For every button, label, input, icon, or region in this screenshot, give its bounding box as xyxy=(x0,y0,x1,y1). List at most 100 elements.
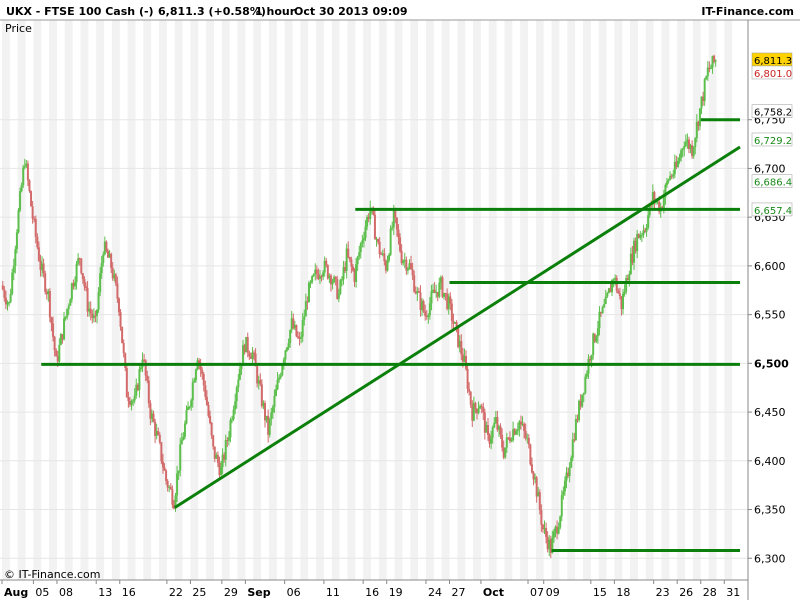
candle-body xyxy=(113,274,116,279)
candle-body xyxy=(606,293,609,297)
candle-body xyxy=(97,292,100,310)
candle-body xyxy=(36,236,39,248)
day-band xyxy=(17,20,26,580)
panel-label: Price xyxy=(5,22,32,35)
candle-body xyxy=(620,296,623,310)
candle-body xyxy=(135,384,138,396)
candle-body xyxy=(303,316,306,320)
candle-body xyxy=(237,379,240,388)
candle-body xyxy=(242,345,245,366)
day-band xyxy=(347,20,356,580)
candle-body xyxy=(356,256,359,265)
candle-body xyxy=(160,442,163,462)
candle-body xyxy=(694,138,697,148)
quote-text: 6,811.3 (+0.58%) xyxy=(158,5,266,18)
candle-body xyxy=(372,207,375,215)
candle-body xyxy=(281,365,284,376)
day-band xyxy=(174,20,183,580)
y-axis: 6,3006,3506,4006,4506,5006,5506,6006,650… xyxy=(748,114,789,565)
candle-body xyxy=(328,275,331,279)
candle-body xyxy=(282,359,285,366)
day-band xyxy=(661,20,670,580)
candle-body xyxy=(642,230,645,235)
candle-body xyxy=(408,263,411,269)
candle-body xyxy=(529,444,532,465)
candle-body xyxy=(532,472,535,480)
candle-body xyxy=(309,282,312,284)
candle-body xyxy=(554,526,557,532)
candle-body xyxy=(499,426,502,435)
candle-body xyxy=(268,419,271,435)
candle-body xyxy=(615,277,618,291)
candle-body xyxy=(579,400,582,407)
candle-body xyxy=(504,447,507,458)
candle-body xyxy=(342,267,345,280)
candle-body xyxy=(260,384,263,407)
candle-body xyxy=(447,296,450,309)
candle-body xyxy=(227,437,230,441)
candle-body xyxy=(488,435,491,444)
candle-body xyxy=(334,276,337,280)
candle-body xyxy=(278,377,281,380)
candle-body xyxy=(61,334,64,340)
candle-body xyxy=(486,425,489,436)
candle-body xyxy=(560,495,563,517)
day-band xyxy=(300,20,309,580)
candle-body xyxy=(633,240,636,263)
candle-body xyxy=(213,446,216,459)
candle-body xyxy=(386,260,389,271)
candle-body xyxy=(154,421,157,436)
candle-body xyxy=(158,434,161,443)
candle-body xyxy=(204,385,207,397)
candle-body xyxy=(534,477,537,480)
candle-body xyxy=(25,163,28,167)
x-tick-label: 06 xyxy=(287,586,301,599)
candle-body xyxy=(1,285,4,290)
candle-body xyxy=(438,282,441,297)
candle-body xyxy=(373,214,376,240)
candle-body xyxy=(640,234,643,236)
candle-body xyxy=(571,439,574,458)
candle-body xyxy=(287,343,290,348)
candle-body xyxy=(698,108,701,127)
candle-body xyxy=(507,437,510,439)
candle-body xyxy=(128,401,131,405)
candle-body xyxy=(510,439,513,442)
candle-body xyxy=(157,431,160,435)
day-band xyxy=(237,20,246,580)
candle-body xyxy=(171,489,174,505)
candle-body xyxy=(80,258,83,274)
candle-body xyxy=(229,420,232,438)
candle-body xyxy=(673,161,676,175)
candle-body xyxy=(165,470,168,481)
candle-body xyxy=(67,305,70,309)
candle-body xyxy=(399,237,402,251)
candle-body xyxy=(454,322,457,324)
candle-body xyxy=(686,139,689,143)
candle-body xyxy=(700,96,703,109)
candle-body xyxy=(501,434,504,448)
candle-body xyxy=(64,316,67,319)
candle-body xyxy=(47,290,50,295)
candle-body xyxy=(166,480,169,488)
candle-body xyxy=(508,437,511,442)
candle-body xyxy=(155,431,158,436)
price-label-text: 6,811.3 xyxy=(754,56,792,67)
candle-body xyxy=(325,260,328,266)
candle-body xyxy=(631,253,634,263)
candle-body xyxy=(567,472,570,476)
x-tick-label: Sep xyxy=(247,586,270,599)
candle-body xyxy=(193,380,196,383)
candle-body xyxy=(413,275,416,292)
candle-body xyxy=(83,279,86,287)
candle-body xyxy=(612,279,615,281)
candle-body xyxy=(275,389,278,396)
candle-body xyxy=(691,145,694,157)
candle-body xyxy=(651,192,654,205)
candle-body xyxy=(519,421,522,425)
candle-body xyxy=(523,423,526,431)
candle-body xyxy=(106,251,109,258)
candle-body xyxy=(493,422,496,428)
candle-body xyxy=(477,408,480,414)
candle-body xyxy=(403,259,406,261)
